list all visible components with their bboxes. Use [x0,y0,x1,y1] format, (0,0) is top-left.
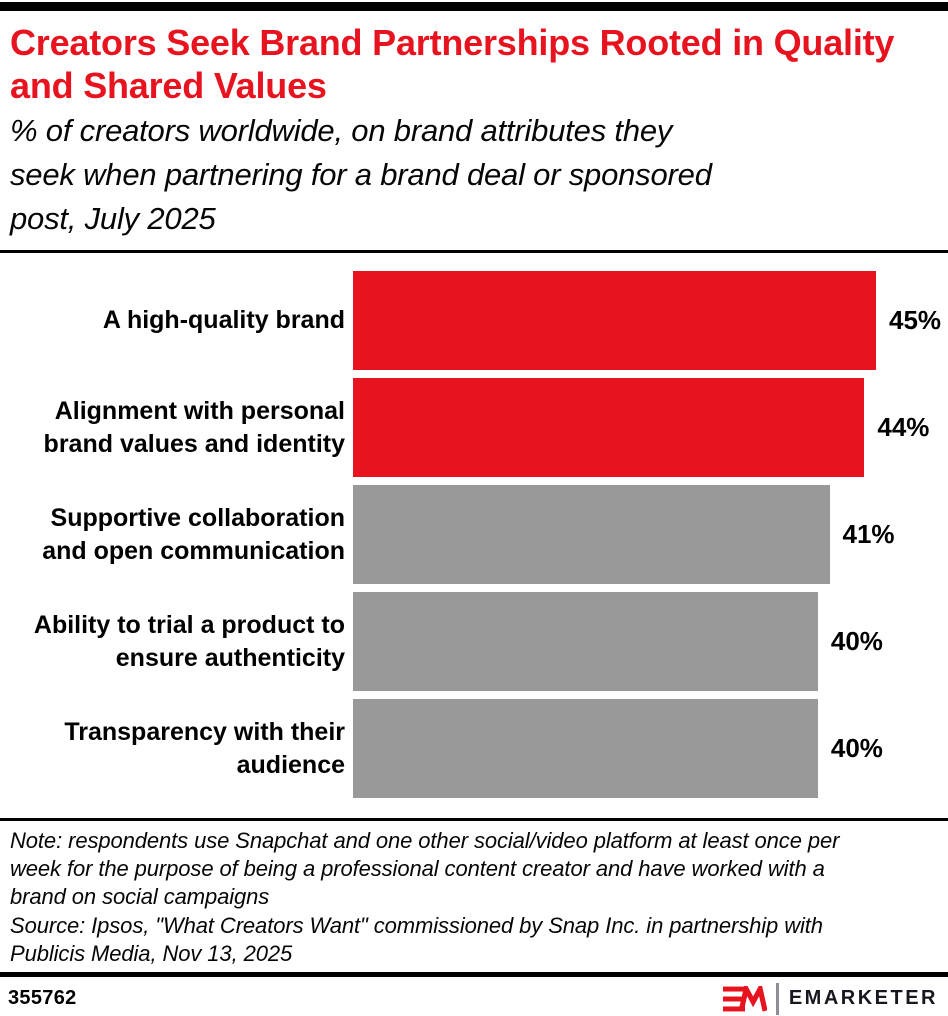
bar-area: 45% [353,271,941,370]
bar-area: 44% [353,378,938,477]
bar-area: 41% [353,485,938,584]
bar-value-label: 41% [842,519,895,549]
em-monogram-icon [723,985,768,1012]
bar [353,592,818,691]
bar-chart: A high-quality brand 45% Alignment with pe… [0,253,948,818]
bar [353,485,830,584]
logo-divider-bar [776,982,779,1015]
bar-value-label: 40% [830,733,883,763]
bar [353,271,876,370]
bar-category-label: Transparency with their audience [64,717,345,779]
chart-header: Creators Seek Brand Partnerships Rooted … [0,21,948,241]
bar-area: 40% [353,592,938,691]
bar [353,699,818,798]
footer-rule-line [0,972,948,978]
bar-value-label: 44% [877,412,930,442]
footnote-block: Note: respondents use Snapchat and one o… [0,821,948,968]
chart-divider-line [0,818,948,821]
source-text: Source: Ipsos, "What Creators Want" comm… [10,912,823,966]
bar-category-label: Alignment with personal brand values and… [43,396,345,458]
chart-row: A high-quality brand 45% [0,271,941,370]
brand-wordmark: EMARKETER [788,987,938,1010]
footer: 355762 EMARKETER [0,977,948,1016]
bar-value-label: 45% [889,305,942,335]
emarketer-logo: EMARKETER [723,982,938,1015]
top-black-bar [0,2,948,11]
bar-value-label: 40% [830,626,883,656]
note-text: Note: respondents use Snapchat and one o… [10,828,840,910]
bar-area: 40% [353,699,938,798]
chart-row: Alignment with personal brand values and… [0,378,938,477]
chart-row: Supportive collaboration and open commun… [0,485,938,584]
chart-row: Ability to trial a product to ensure aut… [0,592,938,691]
chart-title: Creators Seek Brand Partnerships Rooted … [10,22,895,106]
bar-category-label: Supportive collaboration and open commun… [42,503,345,565]
chart-id: 355762 [8,987,77,1010]
chart-row: Transparency with their audience 40% [0,699,938,798]
bar-category-label: Ability to trial a product to ensure aut… [33,610,345,672]
chart-subtitle: % of creators worldwide, on brand attrib… [10,113,712,236]
bar-category-label: A high-quality brand [102,306,345,334]
header-divider-line [0,250,948,253]
bar [353,378,865,477]
